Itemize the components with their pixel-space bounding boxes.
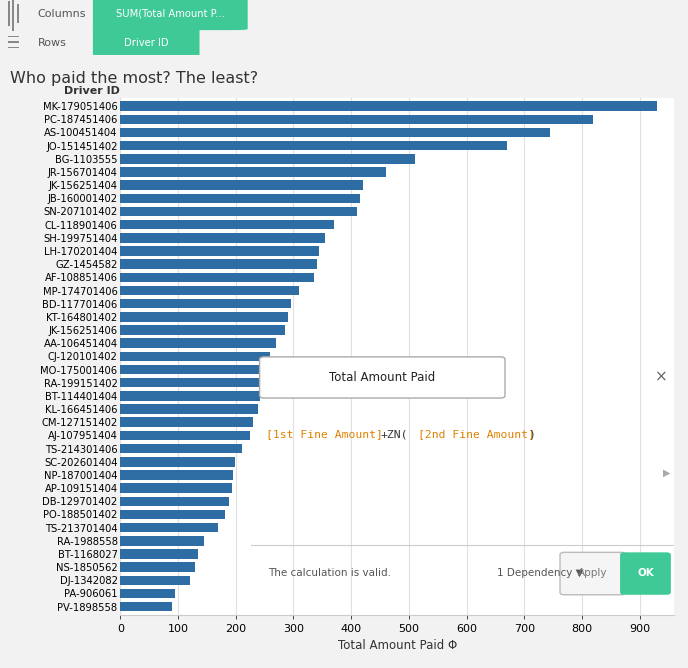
Bar [120, 589, 175, 599]
Text: Columns: Columns [38, 9, 86, 19]
Text: SUM(Total Amount P...: SUM(Total Amount P... [116, 9, 225, 19]
Bar [120, 576, 190, 585]
Bar [8, 47, 19, 48]
Bar [120, 233, 325, 242]
Bar [120, 536, 204, 546]
Bar [120, 549, 198, 558]
Text: [1st Fine Amount]: [1st Fine Amount] [266, 429, 383, 439]
Bar [120, 325, 285, 335]
Bar [120, 154, 415, 164]
Bar [120, 510, 226, 519]
Bar [120, 114, 594, 124]
Text: Driver ID: Driver ID [124, 37, 169, 47]
Bar [120, 167, 386, 177]
Bar [120, 194, 360, 203]
Bar [17, 4, 19, 23]
Bar [120, 259, 316, 269]
Bar [8, 36, 19, 37]
Bar [120, 312, 288, 321]
Bar [120, 378, 264, 387]
Bar [120, 404, 258, 413]
Bar [120, 220, 334, 229]
Bar [120, 351, 270, 361]
Text: Driver ID: Driver ID [64, 86, 120, 96]
Bar [120, 286, 299, 295]
Bar [120, 444, 241, 454]
Bar [120, 180, 363, 190]
Text: ×: × [655, 370, 668, 385]
Text: ): ) [528, 429, 535, 439]
Text: Rows: Rows [38, 37, 67, 47]
Bar [120, 431, 250, 440]
Text: OK: OK [637, 568, 654, 578]
FancyBboxPatch shape [620, 552, 671, 595]
Text: 1 Dependency ▼: 1 Dependency ▼ [497, 568, 583, 578]
FancyBboxPatch shape [560, 552, 625, 595]
Bar [120, 102, 657, 111]
Bar [120, 484, 232, 493]
Bar [120, 523, 219, 532]
Bar [120, 273, 314, 282]
Bar [120, 128, 550, 137]
Text: +ZN(: +ZN( [380, 429, 408, 439]
Bar [120, 246, 319, 256]
FancyBboxPatch shape [259, 357, 505, 398]
X-axis label: Total Amount Paid Φ: Total Amount Paid Φ [338, 639, 457, 652]
Bar [120, 470, 233, 480]
Bar [8, 41, 19, 43]
Text: Apply: Apply [578, 568, 608, 578]
Text: Total Amount Paid: Total Amount Paid [329, 371, 436, 384]
Text: ▶: ▶ [663, 468, 670, 478]
Bar [120, 365, 268, 374]
FancyBboxPatch shape [93, 26, 200, 59]
FancyBboxPatch shape [93, 0, 248, 30]
Bar [120, 299, 290, 309]
Bar [12, 0, 14, 31]
Bar [120, 602, 172, 611]
Text: Who paid the most? The least?: Who paid the most? The least? [10, 71, 259, 86]
Bar [120, 418, 253, 427]
Bar [120, 141, 507, 150]
Bar [120, 457, 235, 466]
Bar [120, 496, 229, 506]
Text: [2nd Fine Amount]: [2nd Fine Amount] [418, 429, 535, 439]
Bar [120, 339, 276, 348]
Bar [120, 206, 357, 216]
Bar [120, 391, 260, 401]
Text: The calculation is valid.: The calculation is valid. [268, 568, 391, 578]
Bar [8, 1, 10, 26]
Bar [120, 562, 195, 572]
